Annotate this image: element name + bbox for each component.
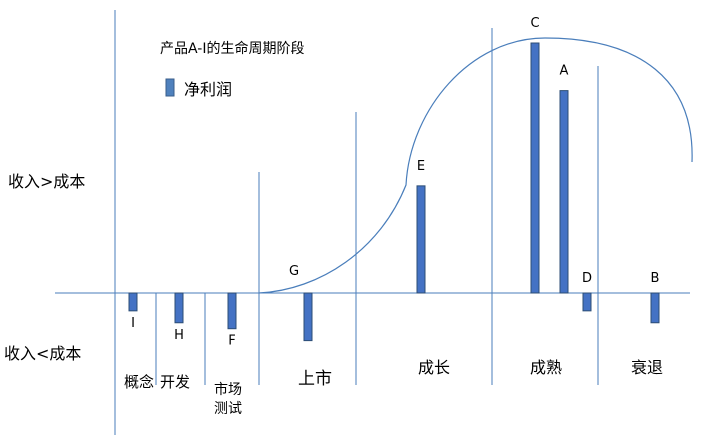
bar-h [174,292,184,324]
bar-f [227,292,237,330]
bar-g [303,292,313,342]
chart-title: 产品A-I的生命周期阶段 [160,40,304,57]
bar-label-h: H [174,328,184,343]
lifecycle-curve [258,37,693,294]
stage-label-maturity: 成熟 [530,358,562,377]
bar-d [582,292,592,312]
bar-a [559,90,569,294]
bar-e [416,185,426,294]
bar-label-f: F [228,334,235,349]
stage-label-growth: 成长 [418,358,450,377]
stage-label-market-test-2: 测试 [214,401,242,417]
bar-label-a: A [560,64,569,79]
stage-label-development: 开发 [160,373,190,391]
bar-label-i: I [131,316,135,331]
stage-label-market-test-1: 市场 [214,381,242,398]
bar-label-c: C [530,16,539,31]
stage-dividers [114,10,599,435]
y-label-top: 收入>成本 [8,172,85,191]
legend-swatch [165,78,175,97]
stage-label-concept: 概念 [124,373,154,391]
stage-label-launch: 上市 [298,369,332,389]
bar-i [128,292,138,312]
bar-b [650,292,660,324]
bar-label-g: G [289,264,299,279]
legend-label: 净利润 [184,80,232,99]
bar-label-e: E [417,159,425,174]
bar-label-b: B [651,271,660,286]
y-label-bottom: 收入<成本 [4,344,81,363]
bar-c [530,42,540,294]
stage-label-decline: 衰退 [631,358,663,377]
bar-label-d: D [582,271,592,286]
